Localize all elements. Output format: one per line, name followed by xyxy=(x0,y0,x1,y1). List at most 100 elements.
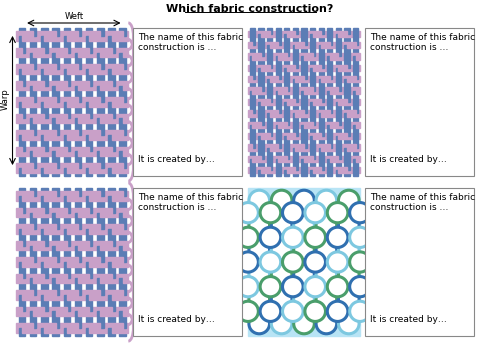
Bar xyxy=(56,192,67,201)
Bar xyxy=(16,64,22,74)
Bar xyxy=(108,168,115,176)
Bar xyxy=(302,45,306,56)
Bar xyxy=(310,159,315,170)
Bar xyxy=(44,224,56,234)
Bar xyxy=(278,133,287,139)
Bar xyxy=(120,69,126,86)
Bar xyxy=(64,135,70,151)
Bar xyxy=(16,274,22,283)
Bar xyxy=(327,91,332,102)
Bar xyxy=(252,65,261,71)
Bar xyxy=(112,32,122,41)
Bar xyxy=(310,113,315,125)
Bar xyxy=(344,136,350,148)
Bar xyxy=(248,110,252,116)
Bar xyxy=(44,130,56,140)
Bar xyxy=(293,102,298,113)
Text: Warp: Warp xyxy=(0,88,10,110)
Bar xyxy=(252,122,261,128)
Bar xyxy=(112,192,122,201)
Bar xyxy=(41,69,48,86)
Bar xyxy=(30,168,36,176)
Ellipse shape xyxy=(350,276,370,297)
Bar xyxy=(78,130,89,140)
Bar xyxy=(278,65,287,71)
Bar xyxy=(97,213,103,229)
Bar xyxy=(248,133,252,139)
Bar xyxy=(248,76,252,82)
Bar xyxy=(97,311,103,328)
Bar xyxy=(89,208,101,217)
Bar xyxy=(344,170,350,176)
Bar xyxy=(287,53,296,59)
Bar xyxy=(22,323,33,332)
Bar xyxy=(353,45,358,56)
Bar xyxy=(330,87,338,94)
Bar xyxy=(67,163,78,172)
Bar xyxy=(22,81,33,90)
Bar xyxy=(78,81,89,90)
Bar xyxy=(67,48,78,57)
Bar xyxy=(318,91,324,102)
Bar xyxy=(312,133,321,139)
Bar xyxy=(338,87,347,94)
Bar xyxy=(336,159,341,170)
Bar xyxy=(112,224,122,234)
Bar xyxy=(284,125,290,136)
Bar xyxy=(16,323,22,332)
Bar xyxy=(19,196,25,213)
Ellipse shape xyxy=(272,215,292,235)
Bar xyxy=(304,156,312,162)
Bar xyxy=(321,76,330,82)
Bar xyxy=(276,113,281,125)
Bar xyxy=(338,42,347,48)
Bar xyxy=(16,307,22,316)
Ellipse shape xyxy=(238,276,258,297)
Bar xyxy=(318,136,324,148)
Bar xyxy=(41,36,48,53)
Bar xyxy=(296,133,304,139)
FancyBboxPatch shape xyxy=(365,28,474,176)
Bar xyxy=(44,323,56,332)
Bar xyxy=(30,229,36,246)
Bar xyxy=(318,34,324,45)
Bar xyxy=(347,99,356,105)
Bar xyxy=(52,151,59,168)
Bar xyxy=(19,213,25,229)
Bar xyxy=(327,113,332,125)
Bar xyxy=(100,290,112,299)
Ellipse shape xyxy=(260,227,280,247)
Bar xyxy=(52,69,59,86)
Bar xyxy=(33,224,44,234)
Bar xyxy=(318,68,324,79)
Bar xyxy=(67,130,78,140)
Bar xyxy=(30,328,36,336)
Bar xyxy=(30,213,36,229)
Bar xyxy=(97,295,103,311)
Bar xyxy=(287,110,296,116)
Bar xyxy=(78,307,89,316)
Bar xyxy=(284,56,290,68)
Bar xyxy=(310,45,315,56)
Bar xyxy=(287,133,296,139)
Bar xyxy=(258,148,264,159)
Bar xyxy=(336,91,341,102)
Bar xyxy=(97,196,103,213)
Bar xyxy=(278,99,287,105)
Bar xyxy=(344,113,350,125)
Bar xyxy=(33,290,44,299)
Bar xyxy=(122,323,128,332)
Bar xyxy=(327,170,332,176)
Bar xyxy=(321,99,330,105)
Bar xyxy=(284,34,290,45)
Bar xyxy=(100,241,112,250)
Bar xyxy=(276,28,281,34)
Bar xyxy=(64,86,70,102)
Bar xyxy=(86,36,92,53)
Ellipse shape xyxy=(260,276,280,297)
Bar xyxy=(33,48,44,57)
Bar xyxy=(261,156,270,162)
Bar xyxy=(296,76,304,82)
Bar xyxy=(353,148,358,159)
Bar xyxy=(67,147,78,156)
